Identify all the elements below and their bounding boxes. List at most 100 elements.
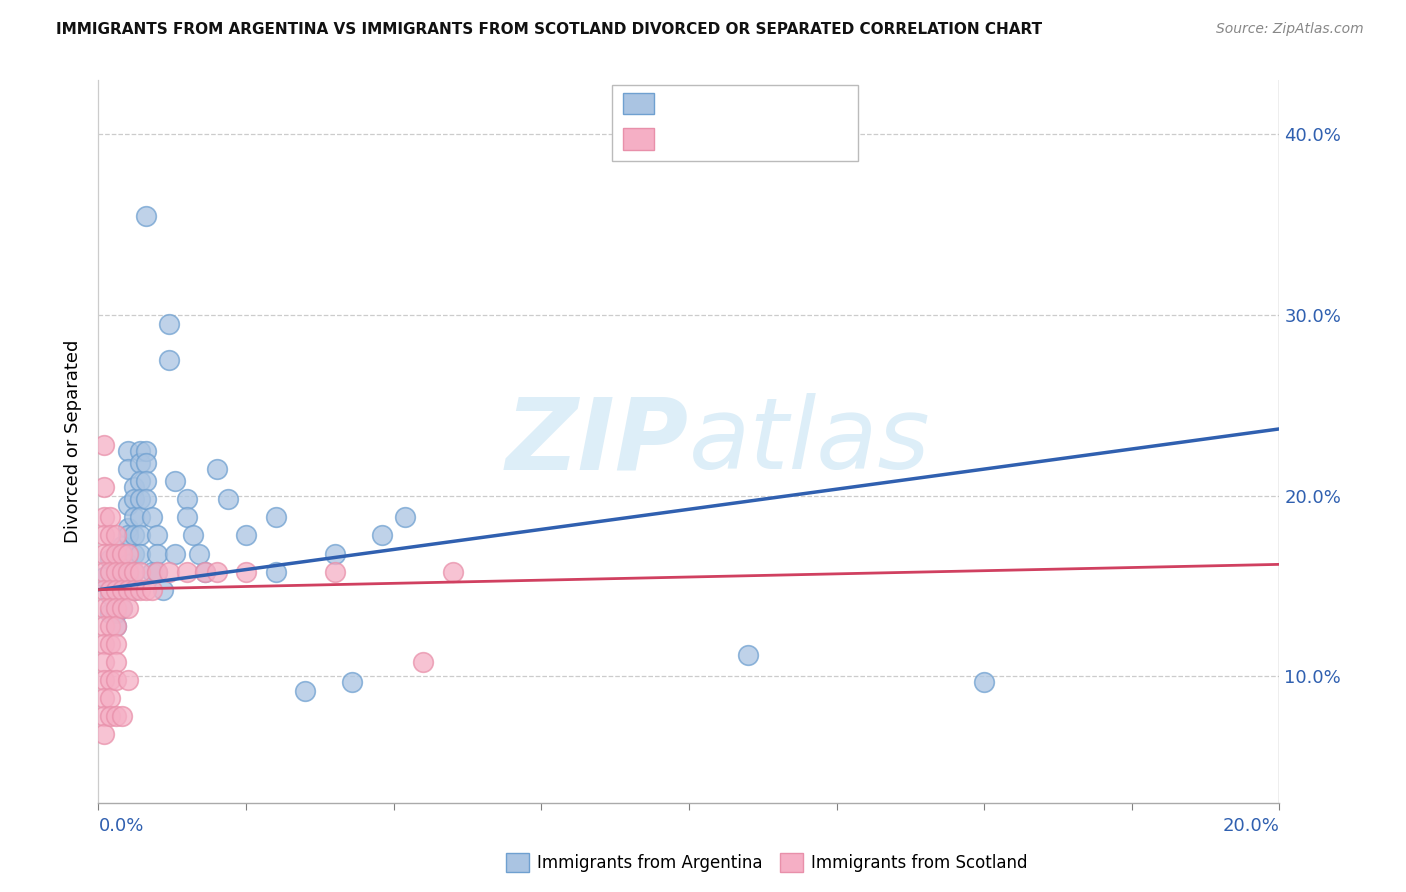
Point [117, 673, 139, 687]
Point [128, 510, 150, 524]
Point [117, 558, 139, 572]
Point [176, 492, 198, 507]
Point [264, 510, 287, 524]
Point [128, 492, 150, 507]
Point [98, 547, 121, 561]
Point [128, 443, 150, 458]
Text: IMMIGRANTS FROM ARGENTINA VS IMMIGRANTS FROM SCOTLAND DIVORCED OR SEPARATED CORR: IMMIGRANTS FROM ARGENTINA VS IMMIGRANTS … [56, 22, 1042, 37]
Point [128, 528, 150, 542]
Point [187, 547, 209, 561]
Point [194, 565, 217, 579]
Point [111, 539, 134, 553]
Point [98, 709, 121, 723]
Point [93, 582, 115, 597]
Point [122, 547, 145, 561]
Point [98, 606, 121, 620]
Point [135, 475, 157, 489]
Text: R = 0.048   N = 63: R = 0.048 N = 63 [662, 130, 827, 148]
Point [105, 619, 128, 633]
Point [235, 565, 257, 579]
Point [105, 528, 128, 542]
Point [93, 691, 115, 706]
Point [93, 637, 115, 651]
Point [105, 547, 128, 561]
Point [205, 461, 228, 475]
Point [111, 600, 134, 615]
Point [152, 582, 174, 597]
Point [737, 648, 759, 662]
Point [93, 547, 115, 561]
Point [973, 674, 995, 689]
Point [128, 582, 150, 597]
Point [128, 475, 150, 489]
Point [117, 568, 139, 582]
Point [93, 709, 115, 723]
Point [93, 510, 115, 524]
Text: Immigrants from Scotland: Immigrants from Scotland [811, 854, 1028, 871]
Point [146, 528, 169, 542]
Point [342, 674, 364, 689]
Text: atlas: atlas [689, 393, 931, 490]
Point [117, 521, 139, 535]
Point [117, 498, 139, 512]
Point [135, 209, 157, 223]
Point [165, 475, 187, 489]
Point [146, 547, 169, 561]
Point [105, 655, 128, 669]
Point [111, 600, 134, 615]
Point [93, 673, 115, 687]
Point [441, 565, 464, 579]
Point [105, 637, 128, 651]
Point [141, 582, 163, 597]
Point [93, 438, 115, 452]
Point [165, 547, 187, 561]
Point [217, 492, 239, 507]
Point [323, 547, 346, 561]
Point [98, 673, 121, 687]
Point [93, 565, 115, 579]
Text: 0.0%: 0.0% [98, 817, 143, 835]
Point [98, 552, 121, 566]
Point [111, 582, 134, 597]
Point [176, 565, 198, 579]
Point [235, 528, 257, 542]
Text: 20.0%: 20.0% [1223, 817, 1279, 835]
Point [122, 582, 145, 597]
Point [117, 443, 139, 458]
Point [122, 492, 145, 507]
Point [93, 619, 115, 633]
Point [157, 353, 180, 368]
Y-axis label: Divorced or Separated: Divorced or Separated [63, 340, 82, 543]
Point [93, 655, 115, 669]
Point [122, 582, 145, 597]
Point [128, 565, 150, 579]
Point [93, 480, 115, 494]
Point [141, 510, 163, 524]
Point [111, 565, 134, 579]
Point [117, 547, 139, 561]
Point [111, 547, 134, 561]
Point [98, 565, 121, 579]
Point [122, 480, 145, 494]
Point [93, 528, 115, 542]
Point [93, 600, 115, 615]
Point [135, 492, 157, 507]
Point [117, 461, 139, 475]
Text: Source: ZipAtlas.com: Source: ZipAtlas.com [1216, 22, 1364, 37]
Point [98, 510, 121, 524]
Point [176, 510, 198, 524]
Point [135, 443, 157, 458]
Point [98, 619, 121, 633]
Point [122, 565, 145, 579]
Point [105, 582, 128, 597]
Point [93, 727, 115, 741]
Point [122, 528, 145, 542]
Point [105, 582, 128, 597]
Point [146, 565, 169, 579]
Point [105, 561, 128, 575]
Point [181, 528, 204, 542]
Point [205, 565, 228, 579]
Point [111, 582, 134, 597]
Point [111, 547, 134, 561]
Point [117, 582, 139, 597]
